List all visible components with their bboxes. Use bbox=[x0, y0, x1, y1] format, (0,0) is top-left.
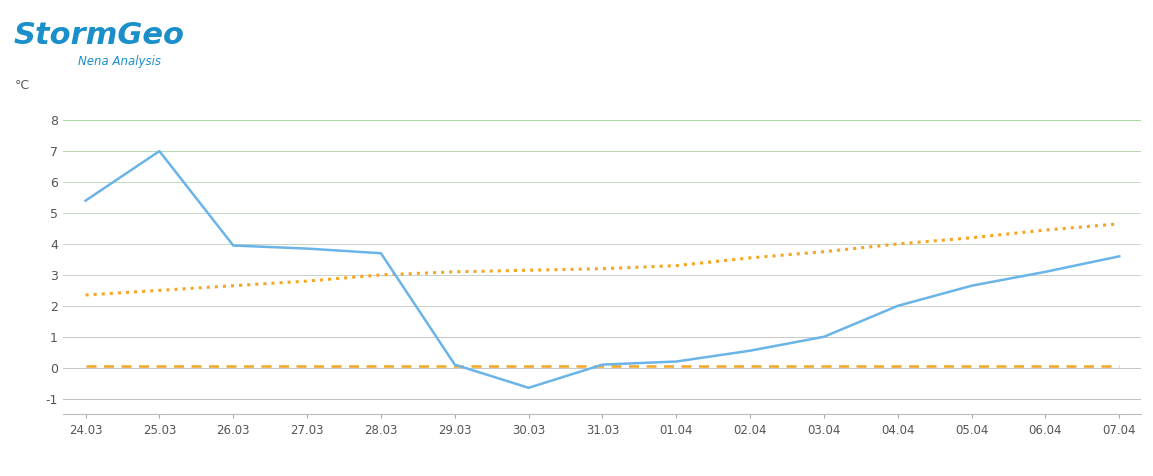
Text: Nena Analysis: Nena Analysis bbox=[78, 55, 161, 69]
Text: StormGeo: StormGeo bbox=[14, 20, 184, 50]
Legend: SE – Normal, EC 00 EM: SE – Normal, EC 00 EM bbox=[470, 475, 734, 476]
Text: °C: °C bbox=[15, 79, 30, 92]
